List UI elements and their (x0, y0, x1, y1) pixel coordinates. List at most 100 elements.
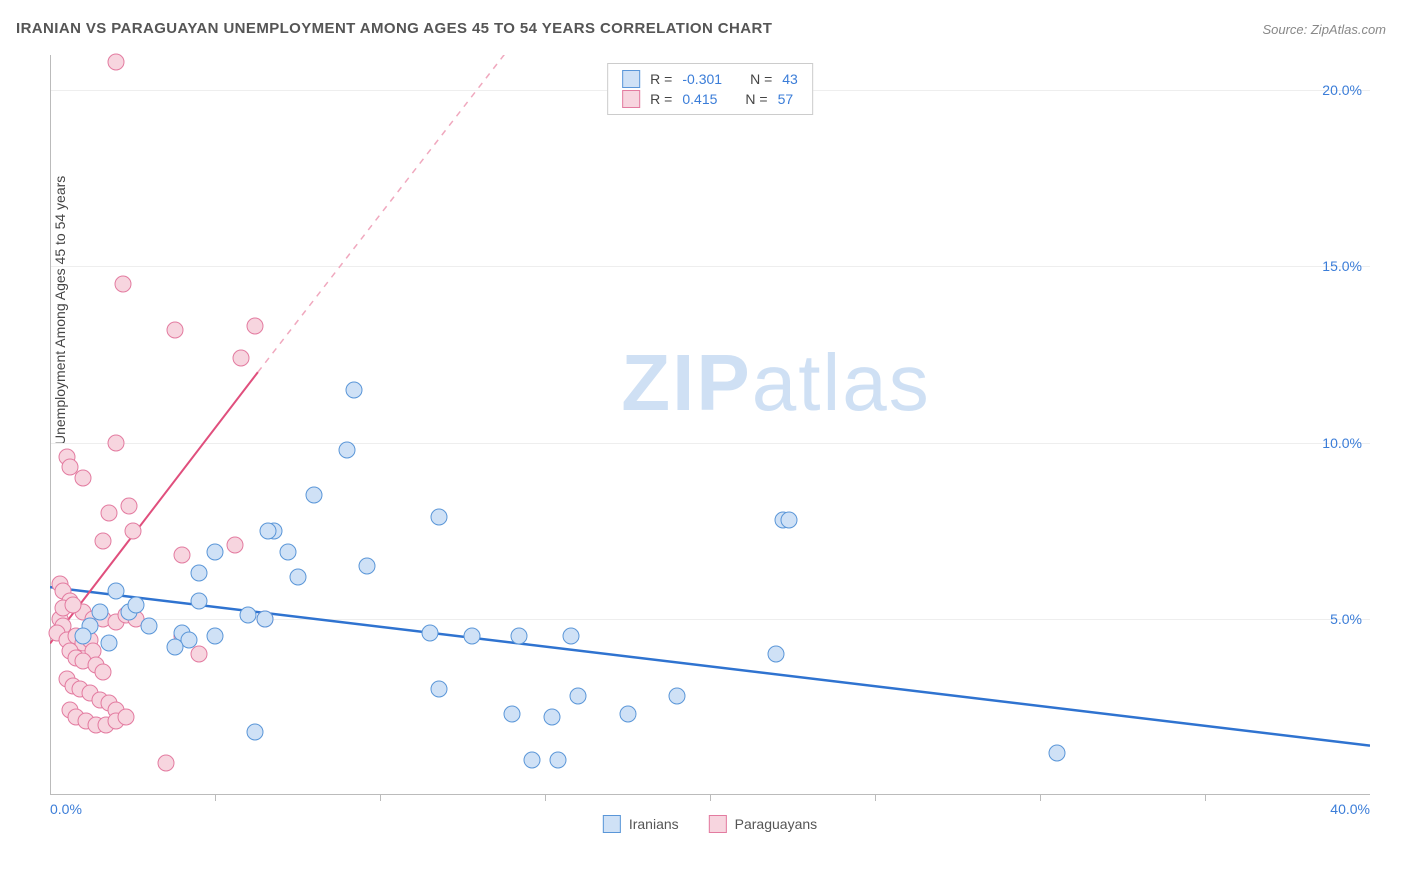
legend-item-iranians: Iranians (603, 815, 679, 833)
n-value-iranians: 43 (782, 71, 798, 87)
plot-area: Unemployment Among Ages 45 to 54 years Z… (50, 55, 1370, 835)
scatter-point-iranians (256, 610, 273, 627)
scatter-point-iranians (127, 596, 144, 613)
scatter-point-iranians (240, 607, 257, 624)
scatter-point-paraguayans (246, 318, 263, 335)
source-attribution: Source: ZipAtlas.com (1262, 22, 1386, 37)
n-label: N = (745, 91, 767, 107)
scatter-point-iranians (358, 557, 375, 574)
scatter-point-paraguayans (114, 276, 131, 293)
scatter-point-iranians (431, 508, 448, 525)
x-tick-label: 40.0% (1330, 801, 1370, 817)
r-value-paraguayans: 0.415 (682, 91, 717, 107)
scatter-point-iranians (279, 543, 296, 560)
r-label: R = (650, 71, 672, 87)
scatter-point-iranians (768, 646, 785, 663)
scatter-point-iranians (289, 568, 306, 585)
y-tick-label: 20.0% (1322, 82, 1362, 98)
y-axis-label: Unemployment Among Ages 45 to 54 years (52, 176, 68, 445)
swatch-paraguayans (622, 90, 640, 108)
scatter-point-paraguayans (75, 469, 92, 486)
x-tick-mark (545, 795, 546, 801)
watermark-bold: ZIP (621, 338, 751, 427)
scatter-point-iranians (259, 522, 276, 539)
x-tick-mark (710, 795, 711, 801)
scatter-point-paraguayans (65, 596, 82, 613)
swatch-paraguayans-icon (709, 815, 727, 833)
trend-line (258, 55, 545, 372)
scatter-point-paraguayans (233, 350, 250, 367)
n-label: N = (750, 71, 772, 87)
scatter-point-iranians (570, 688, 587, 705)
gridline-h (50, 443, 1370, 444)
scatter-point-paraguayans (117, 709, 134, 726)
scatter-point-iranians (543, 709, 560, 726)
legend-row-iranians: R = -0.301 N = 43 (622, 70, 798, 88)
scatter-point-paraguayans (167, 321, 184, 338)
scatter-point-iranians (141, 617, 158, 634)
x-tick-label: 0.0% (50, 801, 82, 817)
scatter-point-iranians (523, 751, 540, 768)
y-tick-label: 5.0% (1330, 611, 1362, 627)
scatter-point-iranians (101, 635, 118, 652)
scatter-point-iranians (619, 705, 636, 722)
scatter-point-iranians (345, 381, 362, 398)
x-tick-mark (875, 795, 876, 801)
scatter-point-iranians (190, 593, 207, 610)
scatter-point-iranians (190, 565, 207, 582)
x-tick-mark (1205, 795, 1206, 801)
x-tick-mark (380, 795, 381, 801)
legend-label-paraguayans: Paraguayans (735, 816, 818, 832)
scatter-point-iranians (108, 582, 125, 599)
scatter-point-iranians (510, 628, 527, 645)
scatter-point-paraguayans (124, 522, 141, 539)
scatter-point-iranians (563, 628, 580, 645)
chart-title: IRANIAN VS PARAGUAYAN UNEMPLOYMENT AMONG… (16, 20, 772, 37)
scatter-point-iranians (207, 628, 224, 645)
watermark-rest: atlas (752, 338, 931, 427)
scatter-point-iranians (504, 705, 521, 722)
scatter-point-iranians (431, 681, 448, 698)
r-label: R = (650, 91, 672, 107)
scatter-point-iranians (781, 512, 798, 529)
scatter-point-paraguayans (94, 533, 111, 550)
scatter-point-iranians (339, 441, 356, 458)
r-value-iranians: -0.301 (682, 71, 722, 87)
scatter-point-paraguayans (101, 505, 118, 522)
scatter-point-paraguayans (174, 547, 191, 564)
scatter-point-iranians (207, 543, 224, 560)
scatter-point-paraguayans (190, 646, 207, 663)
series-legend: Iranians Paraguayans (603, 815, 817, 833)
scatter-point-iranians (306, 487, 323, 504)
scatter-point-paraguayans (108, 54, 125, 71)
scatter-point-paraguayans (108, 434, 125, 451)
gridline-h (50, 266, 1370, 267)
scatter-point-iranians (464, 628, 481, 645)
chart-container: IRANIAN VS PARAGUAYAN UNEMPLOYMENT AMONG… (0, 0, 1406, 892)
scatter-point-paraguayans (121, 498, 138, 515)
scatter-point-iranians (550, 751, 567, 768)
scatter-point-iranians (1048, 744, 1065, 761)
correlation-legend: R = -0.301 N = 43 R = 0.415 N = 57 (607, 63, 813, 115)
legend-row-paraguayans: R = 0.415 N = 57 (622, 90, 798, 108)
swatch-iranians-icon (603, 815, 621, 833)
y-tick-label: 10.0% (1322, 435, 1362, 451)
scatter-point-iranians (246, 723, 263, 740)
trend-lines-svg (50, 55, 1370, 835)
n-value-paraguayans: 57 (778, 91, 794, 107)
y-axis-line (50, 55, 51, 795)
legend-label-iranians: Iranians (629, 816, 679, 832)
x-tick-mark (1040, 795, 1041, 801)
y-tick-label: 15.0% (1322, 258, 1362, 274)
watermark: ZIPatlas (621, 337, 930, 429)
scatter-point-paraguayans (94, 663, 111, 680)
swatch-iranians (622, 70, 640, 88)
scatter-point-paraguayans (157, 755, 174, 772)
legend-item-paraguayans: Paraguayans (709, 815, 818, 833)
x-tick-mark (215, 795, 216, 801)
scatter-point-iranians (167, 639, 184, 656)
scatter-point-iranians (75, 628, 92, 645)
scatter-point-iranians (421, 624, 438, 641)
scatter-point-iranians (669, 688, 686, 705)
scatter-point-paraguayans (226, 536, 243, 553)
